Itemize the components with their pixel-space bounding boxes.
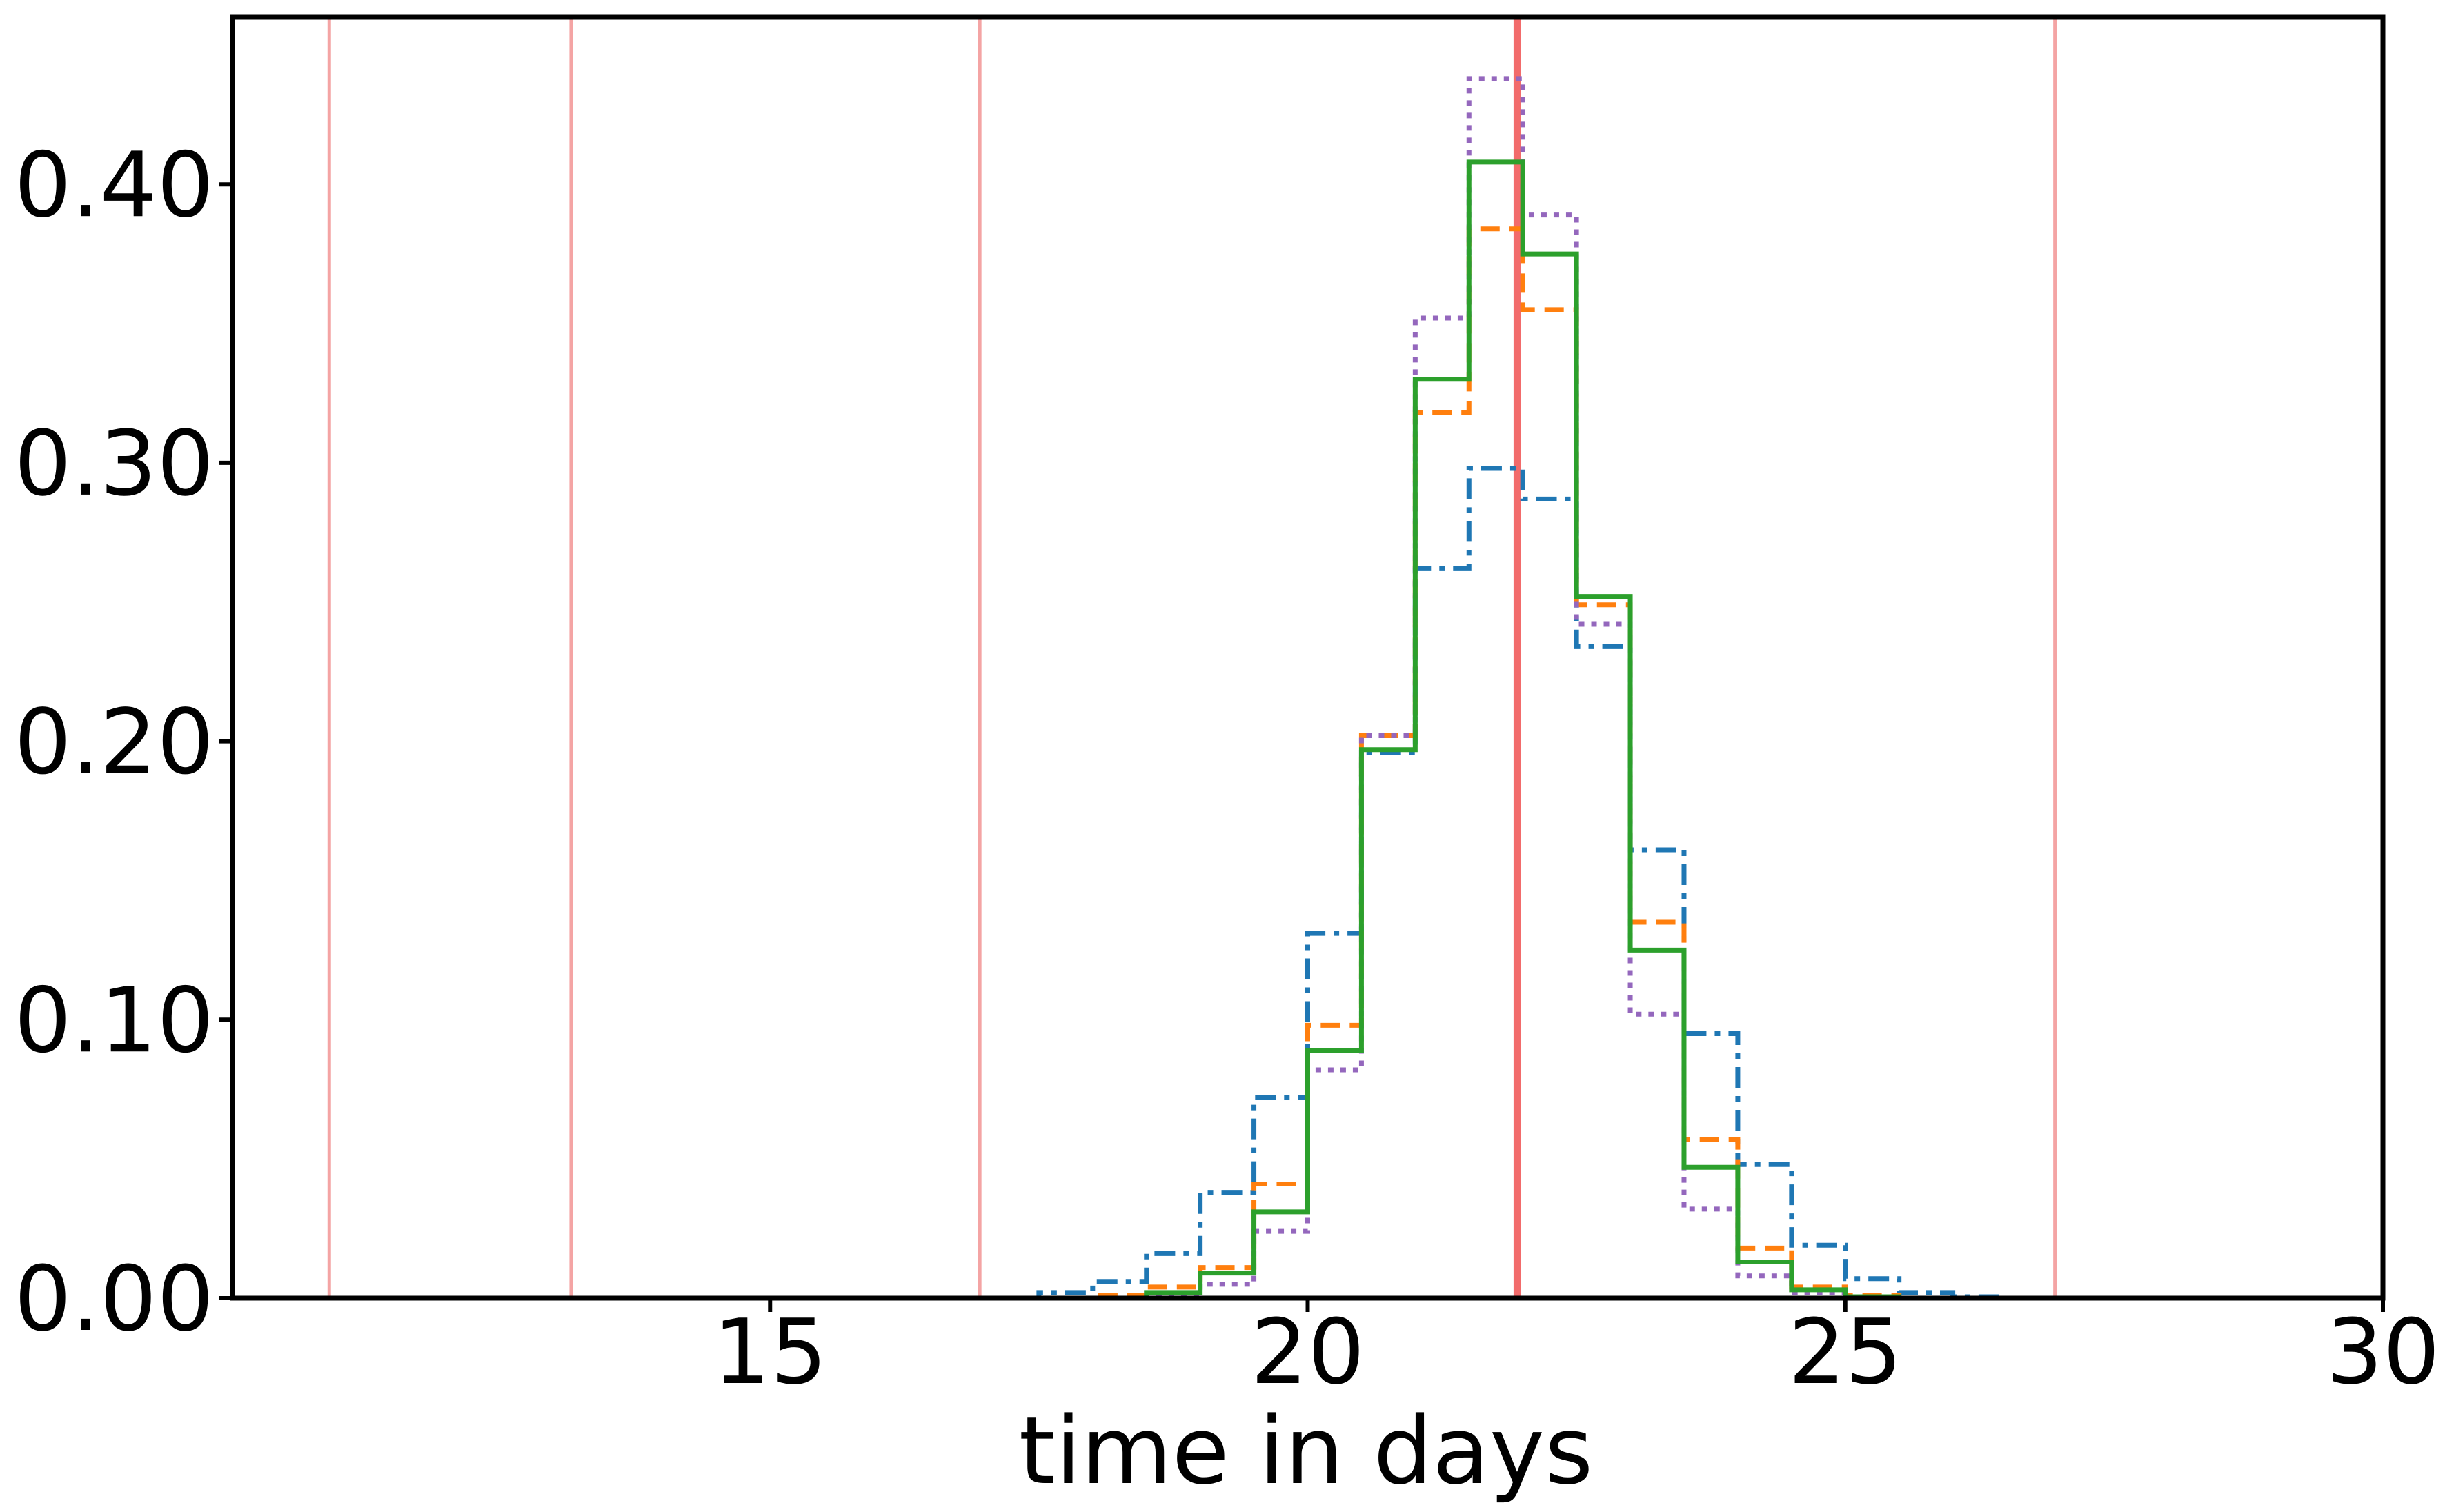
y-axis: 0.00 0.10 0.20 0.30 0.40: [14, 132, 232, 1351]
y-tick-label: 0.00: [14, 1246, 214, 1351]
x-tick-label: 15: [713, 1300, 827, 1404]
y-tick-label: 0.30: [14, 411, 214, 516]
x-tick-label: 25: [1788, 1300, 1902, 1404]
x-axis-title: time in days: [1019, 1397, 1594, 1505]
reference-lines: [327, 17, 2057, 1298]
y-tick-label: 0.10: [14, 968, 214, 1073]
histogram-series-solid: [984, 159, 2061, 1301]
histogram-series-dashdot: [984, 466, 2061, 1301]
x-tick-label: 30: [2326, 1300, 2439, 1404]
histogram-series-dashed: [984, 226, 2061, 1301]
x-tick-label: 20: [1251, 1300, 1365, 1404]
y-tick-label: 0.40: [14, 132, 214, 237]
histogram-series: [984, 76, 2061, 1301]
x-axis: 15 20 25 30: [713, 1298, 2440, 1404]
y-tick-label: 0.20: [14, 690, 214, 795]
